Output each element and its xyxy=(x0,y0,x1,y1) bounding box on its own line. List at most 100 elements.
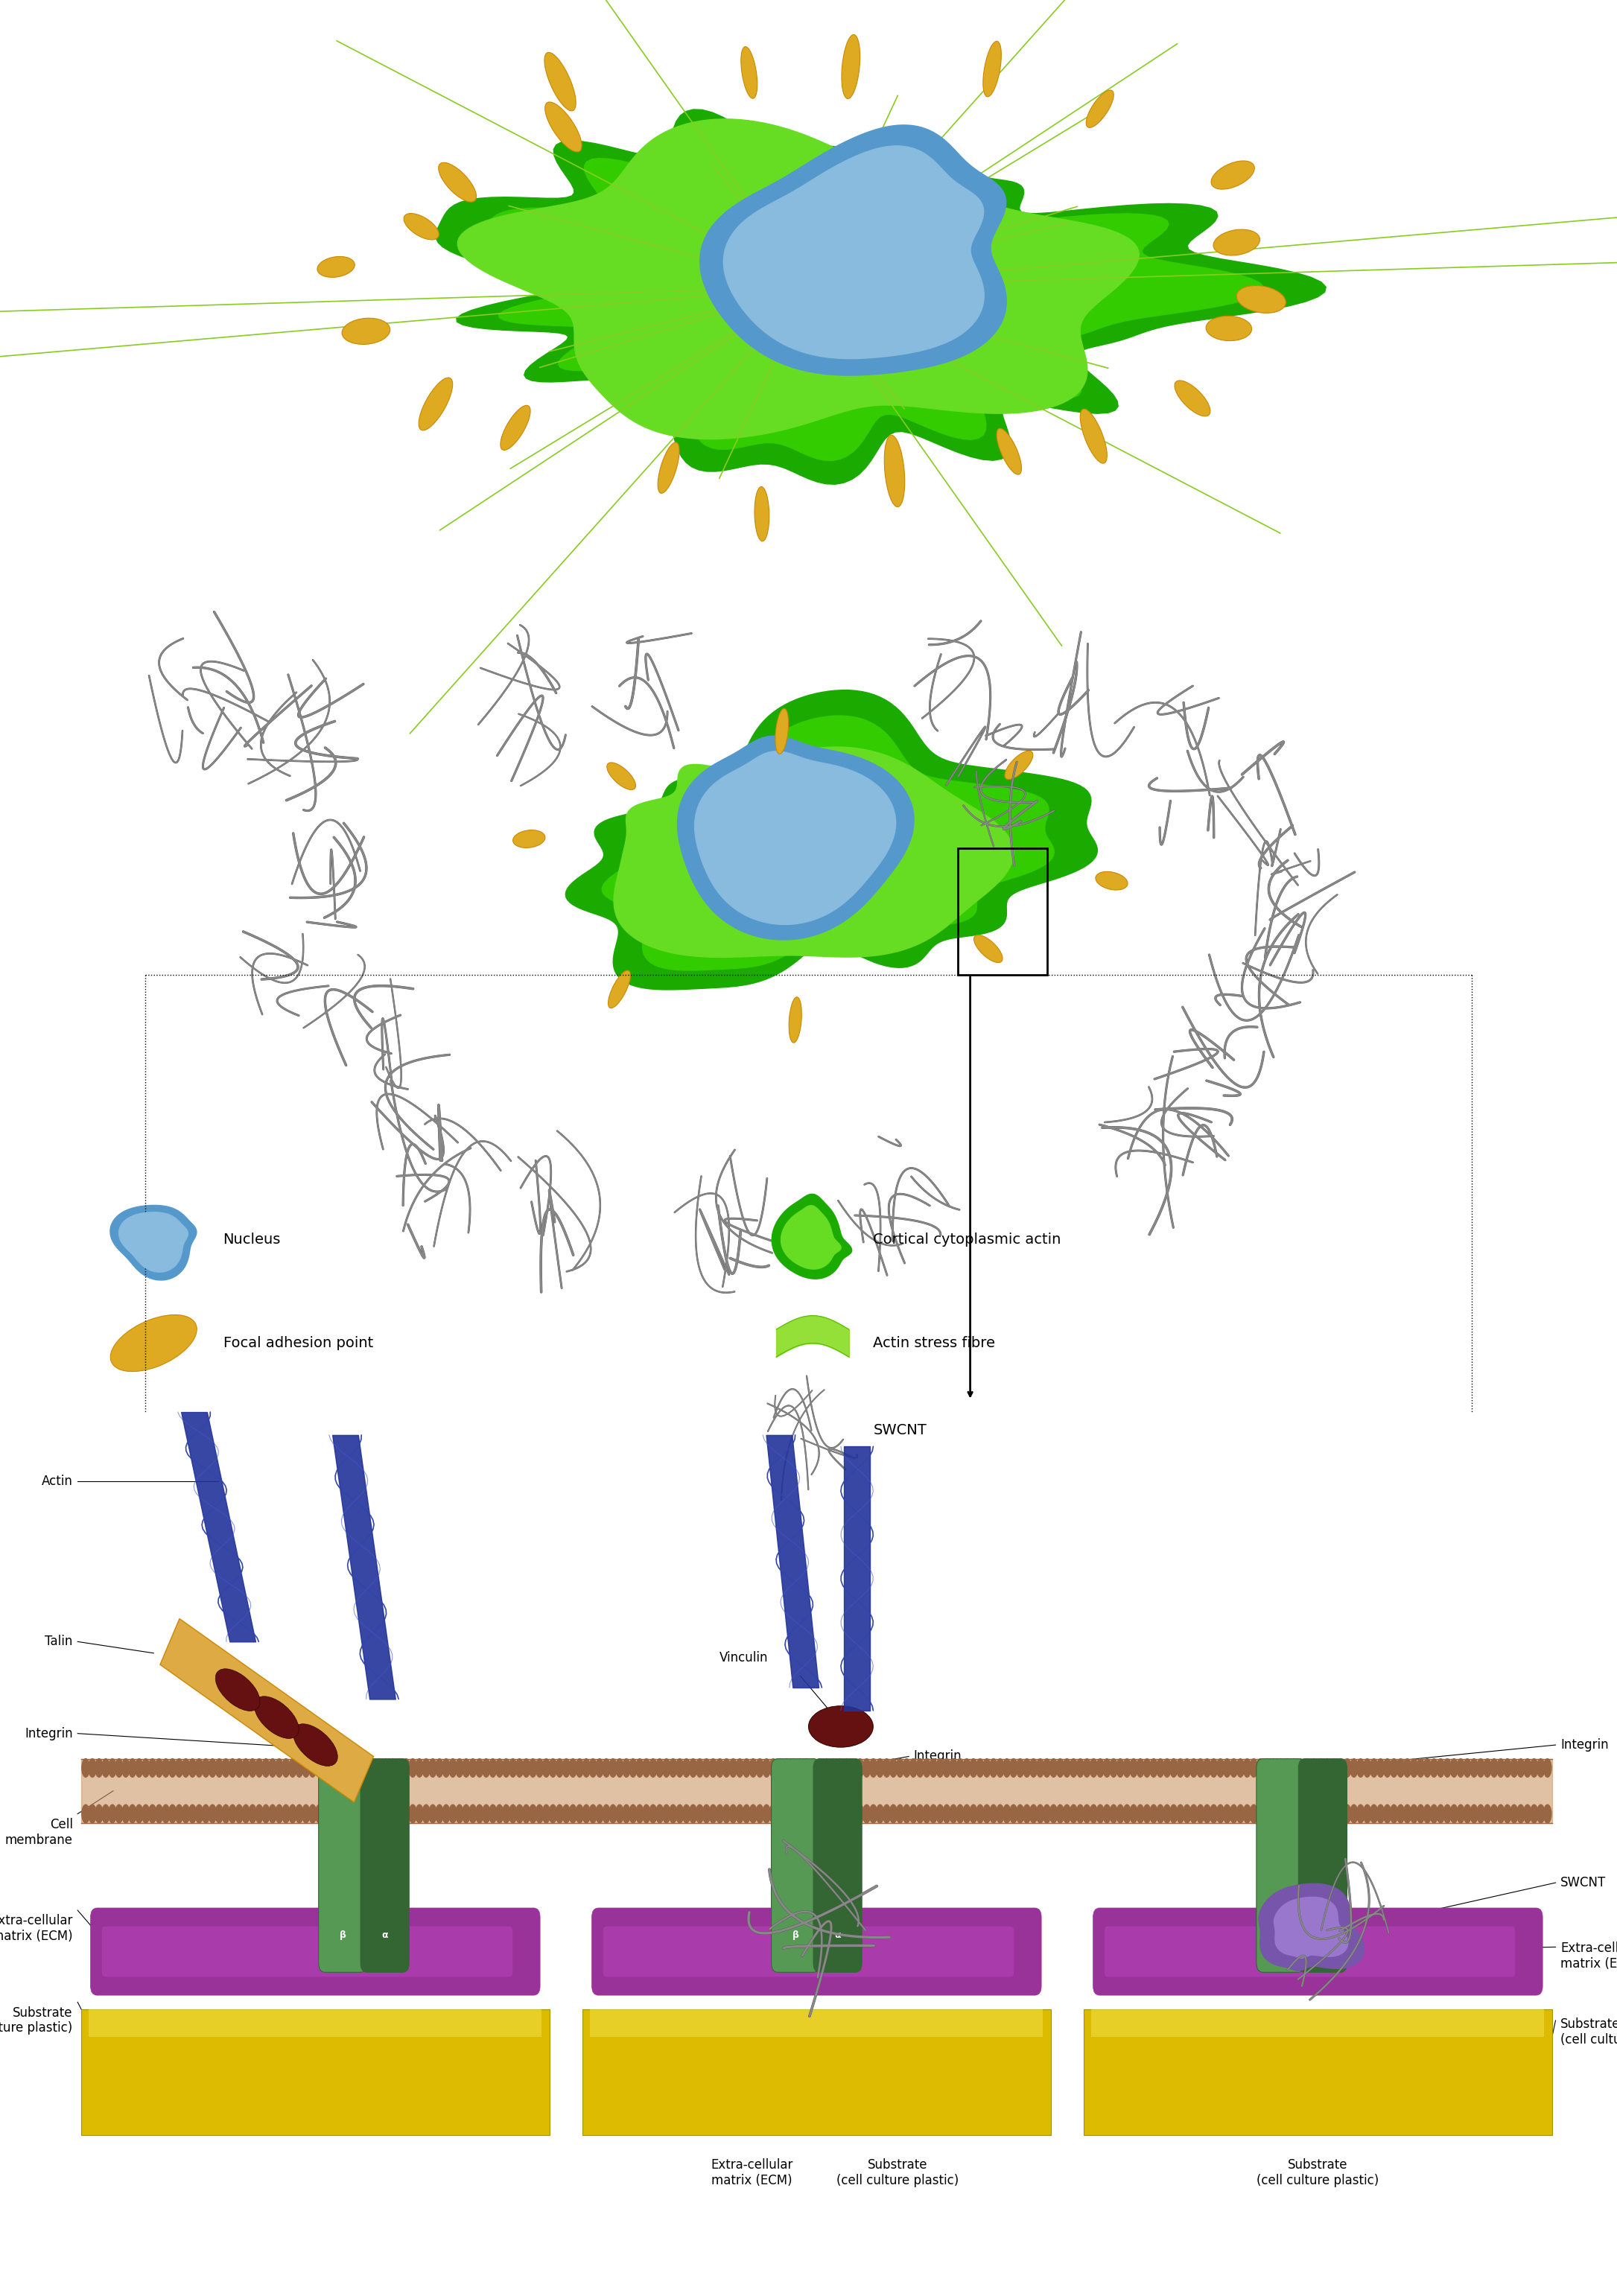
Ellipse shape xyxy=(755,1759,765,1777)
Ellipse shape xyxy=(404,214,438,239)
Ellipse shape xyxy=(328,1759,336,1777)
Ellipse shape xyxy=(821,1759,831,1777)
Ellipse shape xyxy=(228,1805,238,1823)
Ellipse shape xyxy=(789,1759,797,1777)
Ellipse shape xyxy=(155,1805,163,1823)
Ellipse shape xyxy=(1376,1805,1386,1823)
Ellipse shape xyxy=(1210,1805,1218,1823)
Ellipse shape xyxy=(1116,1759,1125,1777)
Ellipse shape xyxy=(1483,1759,1492,1777)
Ellipse shape xyxy=(1109,1759,1117,1777)
Ellipse shape xyxy=(555,1805,564,1823)
Text: Actin: Actin xyxy=(42,1474,73,1488)
Ellipse shape xyxy=(228,1759,238,1777)
Ellipse shape xyxy=(382,1759,391,1777)
Ellipse shape xyxy=(1289,1805,1298,1823)
Ellipse shape xyxy=(1143,1805,1151,1823)
Ellipse shape xyxy=(883,1759,891,1777)
Ellipse shape xyxy=(1363,1805,1371,1823)
Ellipse shape xyxy=(1022,1805,1032,1823)
Ellipse shape xyxy=(81,1805,91,1823)
Ellipse shape xyxy=(375,1805,383,1823)
Ellipse shape xyxy=(1075,1759,1085,1777)
Ellipse shape xyxy=(1049,1759,1058,1777)
Polygon shape xyxy=(160,1619,374,1802)
Ellipse shape xyxy=(315,1759,323,1777)
Ellipse shape xyxy=(1015,1759,1025,1777)
Ellipse shape xyxy=(928,1805,938,1823)
Polygon shape xyxy=(781,1205,841,1270)
Ellipse shape xyxy=(608,1805,618,1823)
Ellipse shape xyxy=(1517,1805,1525,1823)
Ellipse shape xyxy=(783,1805,791,1823)
Ellipse shape xyxy=(1310,1805,1318,1823)
Ellipse shape xyxy=(508,1759,517,1777)
Ellipse shape xyxy=(255,1805,264,1823)
Ellipse shape xyxy=(1350,1805,1358,1823)
Ellipse shape xyxy=(796,1805,804,1823)
Ellipse shape xyxy=(742,1805,750,1823)
Ellipse shape xyxy=(614,1759,624,1777)
Ellipse shape xyxy=(241,1805,251,1823)
Ellipse shape xyxy=(1329,1759,1339,1777)
Ellipse shape xyxy=(115,1759,123,1777)
Ellipse shape xyxy=(1404,1759,1412,1777)
Ellipse shape xyxy=(1069,1805,1079,1823)
Polygon shape xyxy=(458,119,1138,439)
Ellipse shape xyxy=(1442,1759,1452,1777)
Ellipse shape xyxy=(896,1759,904,1777)
Ellipse shape xyxy=(1203,1805,1211,1823)
Ellipse shape xyxy=(708,1805,718,1823)
Ellipse shape xyxy=(990,1805,998,1823)
Ellipse shape xyxy=(842,1759,851,1777)
Ellipse shape xyxy=(1342,1805,1352,1823)
Ellipse shape xyxy=(695,1759,705,1777)
Ellipse shape xyxy=(768,1805,778,1823)
Ellipse shape xyxy=(513,831,545,847)
Ellipse shape xyxy=(902,1759,910,1777)
Ellipse shape xyxy=(188,1759,197,1777)
Ellipse shape xyxy=(1457,1805,1465,1823)
Ellipse shape xyxy=(922,1759,931,1777)
Ellipse shape xyxy=(830,1805,838,1823)
Ellipse shape xyxy=(715,1759,724,1777)
Ellipse shape xyxy=(796,1759,804,1777)
Ellipse shape xyxy=(155,1759,163,1777)
Ellipse shape xyxy=(1256,1759,1264,1777)
FancyBboxPatch shape xyxy=(1083,2009,1552,2135)
Text: Extra-cellular
matrix (ECM): Extra-cellular matrix (ECM) xyxy=(711,2158,792,2188)
Ellipse shape xyxy=(669,1759,678,1777)
Ellipse shape xyxy=(1282,1759,1292,1777)
Ellipse shape xyxy=(996,1805,1004,1823)
Ellipse shape xyxy=(1003,1759,1011,1777)
Text: Vinculin: Vinculin xyxy=(720,1651,768,1665)
Ellipse shape xyxy=(1510,1759,1518,1777)
Ellipse shape xyxy=(1383,1805,1392,1823)
Ellipse shape xyxy=(956,1759,964,1777)
Ellipse shape xyxy=(936,1805,944,1823)
Ellipse shape xyxy=(1410,1759,1418,1777)
Ellipse shape xyxy=(1062,1805,1072,1823)
Text: Nucleus: Nucleus xyxy=(223,1233,281,1247)
Ellipse shape xyxy=(1235,1805,1245,1823)
Polygon shape xyxy=(110,1205,197,1281)
Ellipse shape xyxy=(435,1759,445,1777)
Ellipse shape xyxy=(1156,1805,1164,1823)
Ellipse shape xyxy=(222,1759,230,1777)
Ellipse shape xyxy=(715,1805,724,1823)
FancyBboxPatch shape xyxy=(102,1926,513,1977)
Ellipse shape xyxy=(1483,1805,1492,1823)
Ellipse shape xyxy=(1316,1805,1324,1823)
Ellipse shape xyxy=(1357,1759,1365,1777)
Text: Cell
membrane: Cell membrane xyxy=(5,1818,73,1846)
Polygon shape xyxy=(480,131,1264,461)
Ellipse shape xyxy=(1109,1805,1117,1823)
Ellipse shape xyxy=(1096,1805,1104,1823)
Text: Talin: Talin xyxy=(45,1635,73,1649)
Ellipse shape xyxy=(689,1759,697,1777)
Ellipse shape xyxy=(548,1805,558,1823)
Ellipse shape xyxy=(1129,1805,1138,1823)
Ellipse shape xyxy=(762,1805,771,1823)
Ellipse shape xyxy=(1502,1805,1512,1823)
Ellipse shape xyxy=(875,1805,884,1823)
